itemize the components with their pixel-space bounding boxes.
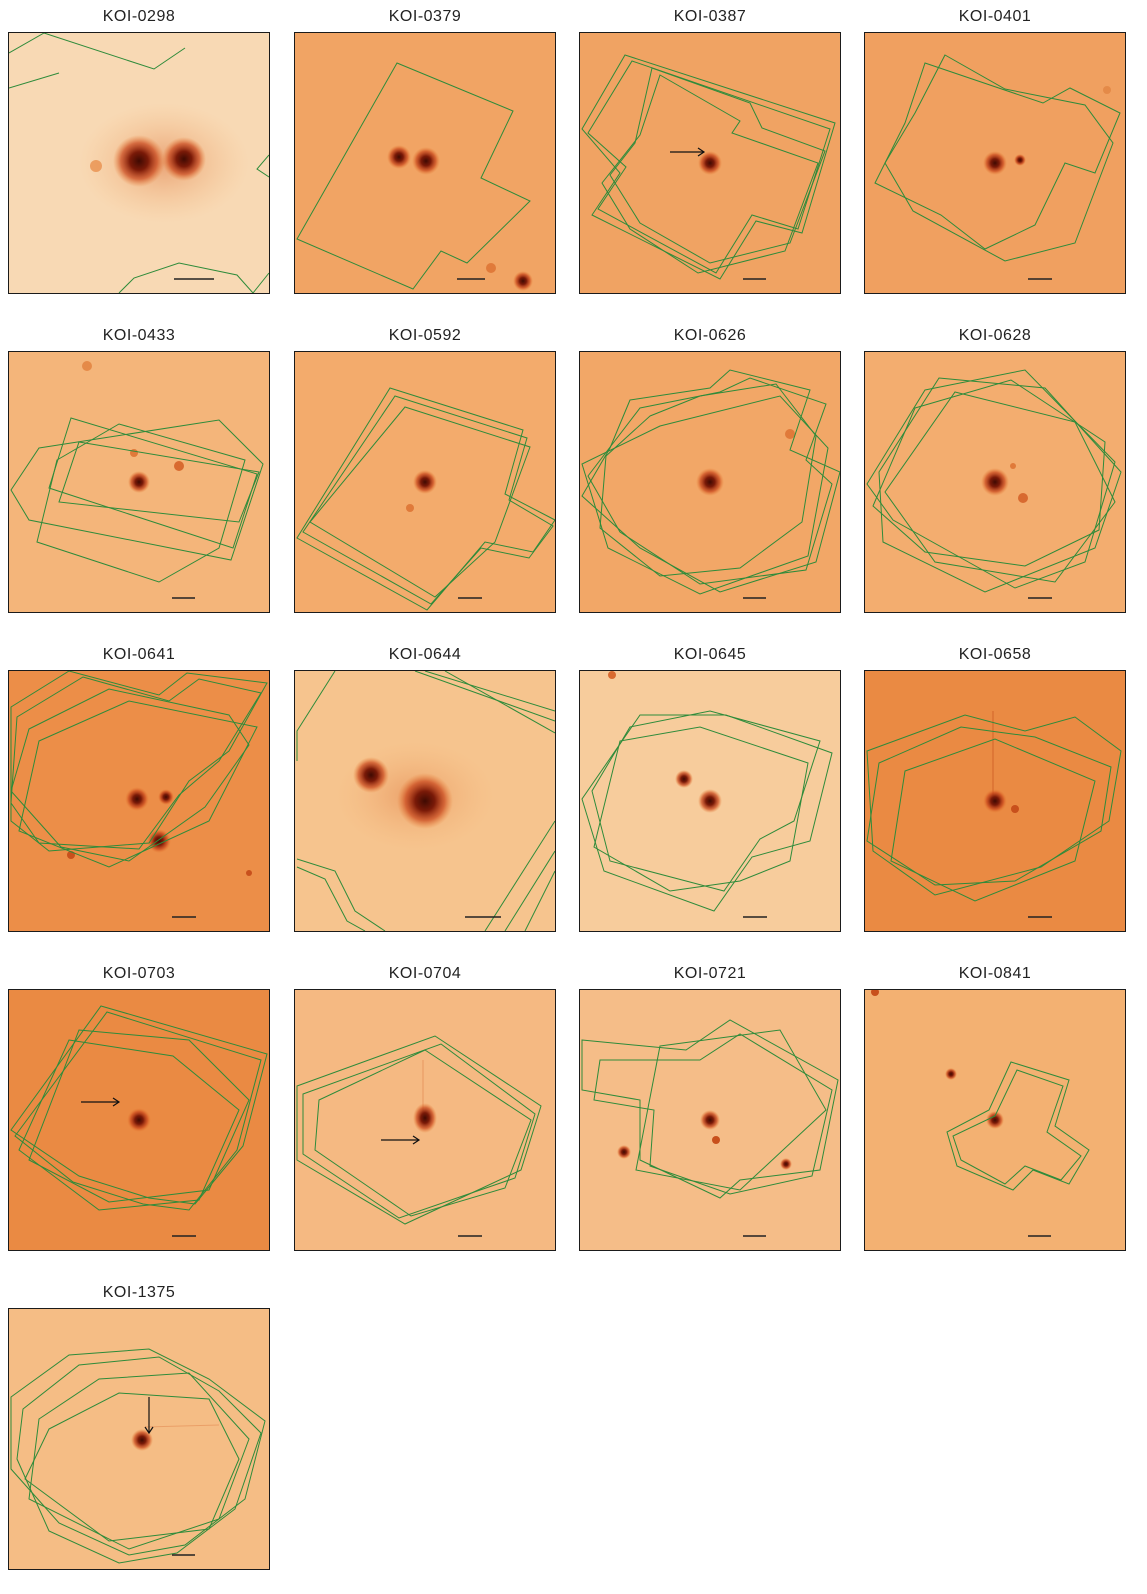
stellar-field (295, 990, 555, 1250)
star-primary (125, 787, 149, 811)
panel-title: KOI-0721 (579, 961, 841, 987)
panel-image (8, 989, 270, 1251)
panel-image (8, 1308, 270, 1570)
stellar-field (9, 1309, 269, 1569)
star-companion (162, 137, 206, 181)
star-target (696, 468, 724, 496)
stellar-field (580, 352, 840, 612)
panel-title: KOI-0841 (864, 961, 1126, 987)
panel-image (294, 989, 556, 1251)
star-primary (113, 135, 165, 187)
star-target (128, 471, 150, 493)
stellar-field (865, 352, 1125, 612)
star-companion (945, 1068, 957, 1080)
star-target (981, 468, 1009, 496)
panel-image (864, 989, 1126, 1251)
stellar-field (865, 990, 1125, 1250)
star-target (983, 789, 1007, 813)
panel-title: KOI-1375 (8, 1280, 270, 1306)
panel-title: KOI-0387 (579, 4, 841, 30)
stellar-field (580, 671, 840, 931)
star-target (413, 470, 437, 494)
panel-image (864, 351, 1126, 613)
star-primary (698, 789, 722, 813)
stellar-field (865, 671, 1125, 931)
stellar-field (295, 33, 555, 293)
panel-image (294, 351, 556, 613)
panel-image (864, 32, 1126, 294)
stellar-field (9, 671, 269, 931)
panel-image (579, 670, 841, 932)
panel-title: KOI-0298 (8, 4, 270, 30)
panel-image (579, 351, 841, 613)
panel-image (8, 32, 270, 294)
panel-title: KOI-0644 (294, 642, 556, 668)
star-target (986, 1111, 1004, 1129)
panel-title: KOI-0628 (864, 323, 1126, 349)
panel-image (294, 32, 556, 294)
stellar-field (295, 671, 555, 931)
stellar-field (580, 990, 840, 1250)
star-companion (675, 770, 693, 788)
panel-title: KOI-0379 (294, 4, 556, 30)
panel-title: KOI-0401 (864, 4, 1126, 30)
stellar-field (9, 990, 269, 1250)
panel-title: KOI-0592 (294, 323, 556, 349)
star-secondary (387, 145, 411, 169)
star-target (127, 1108, 151, 1132)
panel-title: KOI-0626 (579, 323, 841, 349)
star-companion-a (158, 789, 174, 805)
star-primary (397, 773, 453, 829)
panel-title: KOI-0704 (294, 961, 556, 987)
panel-title: KOI-0641 (8, 642, 270, 668)
stellar-field (9, 352, 269, 612)
star-primary (983, 151, 1007, 175)
star-target (413, 1103, 437, 1133)
star-target (698, 151, 722, 175)
panel-title: KOI-0645 (579, 642, 841, 668)
panel-image (8, 351, 270, 613)
star-target (700, 1110, 720, 1130)
panel-image (294, 670, 556, 932)
panel-image (579, 32, 841, 294)
star-companion (1014, 154, 1026, 166)
stellar-field (295, 352, 555, 612)
panel-image (8, 670, 270, 932)
panel-image (579, 989, 841, 1251)
stellar-field (9, 33, 269, 293)
panel-title: KOI-0703 (8, 961, 270, 987)
star-primary (412, 147, 440, 175)
panel-image (864, 670, 1126, 932)
stellar-field (580, 33, 840, 293)
panel-title: KOI-0433 (8, 323, 270, 349)
star-companion (353, 757, 389, 793)
stellar-field (865, 33, 1125, 293)
panel-title: KOI-0658 (864, 642, 1126, 668)
